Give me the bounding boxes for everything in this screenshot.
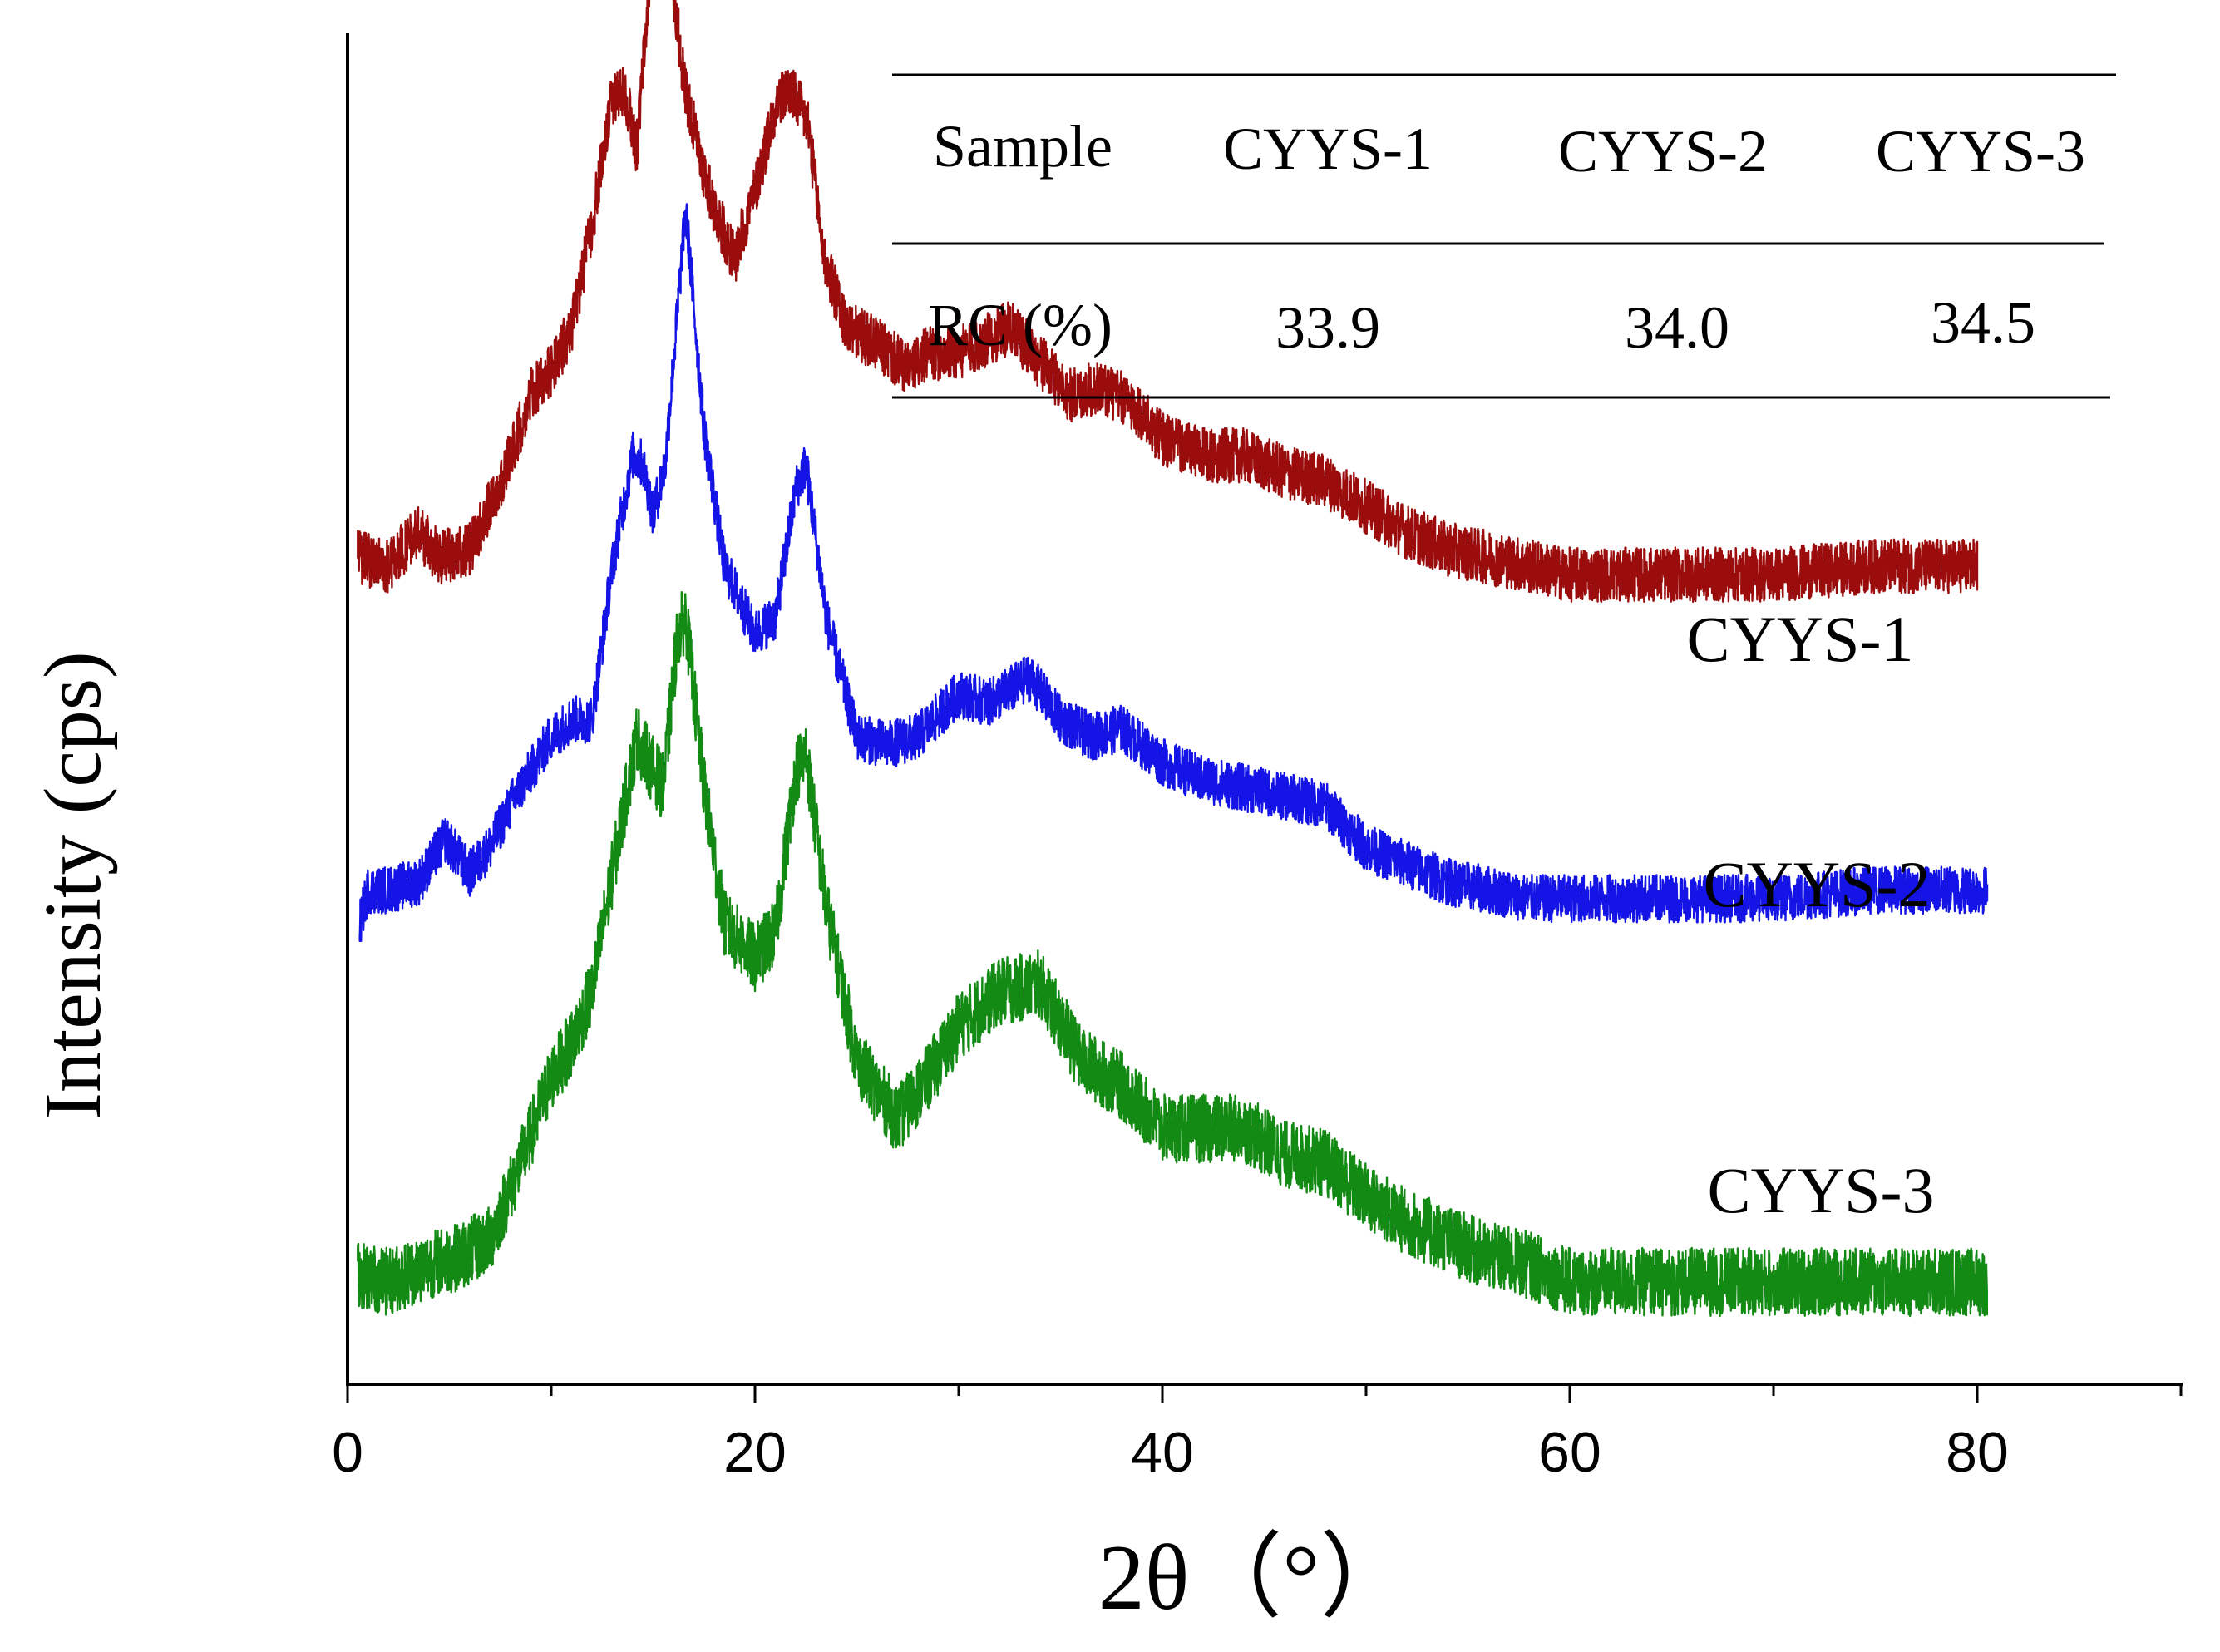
series-labels: CYYS-1 CYYS-2 CYYS-3 (1686, 603, 1934, 1226)
inset-header-cyys2: CYYS-2 (1558, 118, 1768, 185)
inset-header-cyys3: CYYS-3 (1876, 118, 2085, 185)
series-cyys-1-line (357, 0, 1979, 604)
series-label-cyys-2: CYYS-2 (1703, 848, 1930, 920)
x-tick-label: 40 (1131, 1421, 1194, 1484)
inset-row-label: RC (%) (928, 292, 1112, 358)
plot-area: 0 20 40 60 80 CYYS-1 CYYS-2 CYYS-3 (332, 0, 2183, 1484)
series-label-cyys-1: CYYS-1 (1686, 603, 1913, 675)
inset-header-cyys1: CYYS-1 (1223, 116, 1433, 182)
x-tick-label: 20 (723, 1421, 787, 1484)
series-cyys-3-line (357, 591, 1988, 1318)
x-ticks: 0 20 40 60 80 (332, 1384, 2183, 1484)
inset-header-sample: Sample (933, 113, 1112, 180)
inset-value-cyys1: 33.9 (1275, 294, 1380, 361)
x-tick-label: 0 (332, 1421, 363, 1484)
series-layer (357, 0, 1989, 1318)
series-cyys-2-line (358, 203, 1989, 943)
inset-value-cyys3: 34.5 (1931, 289, 2035, 356)
inset-value-cyys2: 34.0 (1625, 294, 1729, 361)
x-axis-label: 2θ（°） (1098, 1526, 1413, 1630)
y-axis-label: Intensity (cps) (28, 651, 118, 1119)
inset-table: Sample CYYS-1 CYYS-2 CYYS-3 RC (%) 33.9 … (892, 73, 2116, 399)
x-tick-label: 80 (1946, 1421, 2009, 1484)
x-tick-label: 60 (1538, 1421, 1601, 1484)
series-label-cyys-3: CYYS-3 (1707, 1154, 1934, 1226)
